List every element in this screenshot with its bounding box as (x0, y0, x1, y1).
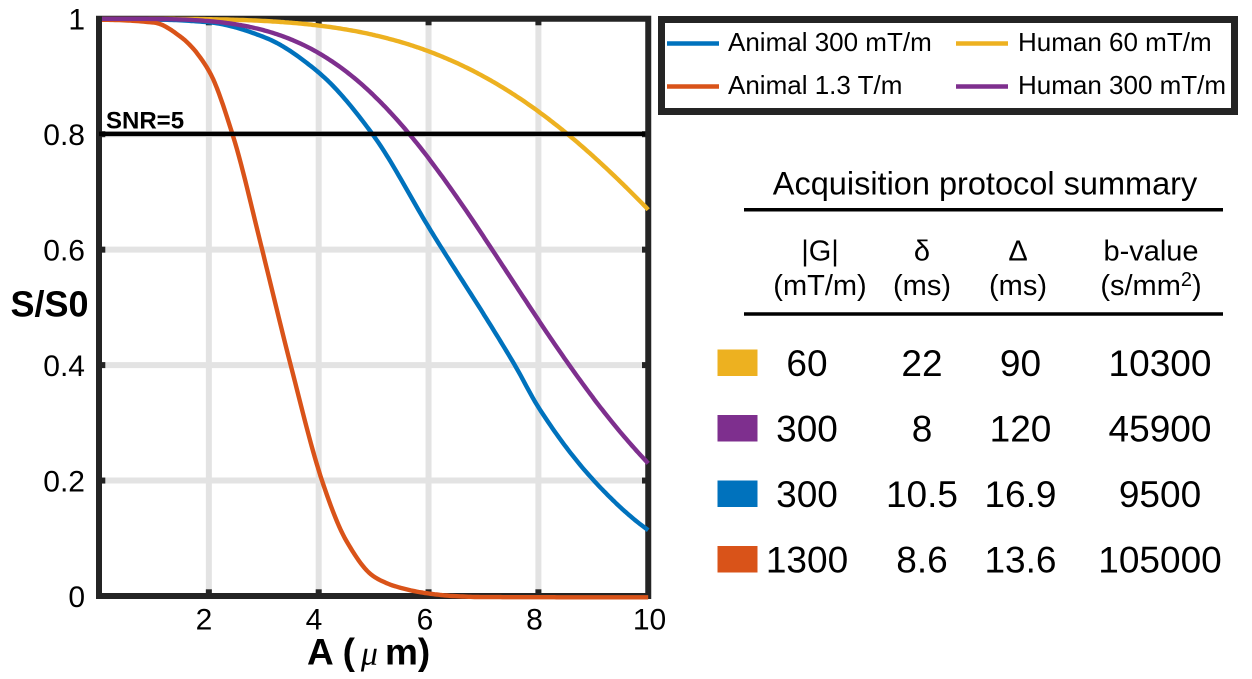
svg-text:45900: 45900 (1109, 409, 1212, 450)
svg-text:4: 4 (306, 604, 323, 637)
svg-text:(mT/m): (mT/m) (773, 270, 866, 302)
svg-text:A (μm): A (μ m) (307, 632, 430, 673)
svg-text:|G|: |G| (801, 236, 839, 268)
svg-text:1300: 1300 (766, 540, 848, 581)
svg-text:1: 1 (68, 4, 85, 37)
svg-text:Human 300 mT/m: Human 300 mT/m (1018, 70, 1226, 100)
svg-text:8: 8 (912, 409, 933, 450)
svg-text:300: 300 (776, 409, 838, 450)
svg-text:(ms): (ms) (989, 270, 1047, 302)
svg-text:0.8: 0.8 (43, 119, 85, 152)
svg-text:8.6: 8.6 (896, 540, 947, 581)
svg-text:6: 6 (417, 604, 434, 637)
svg-text:2: 2 (196, 604, 213, 637)
svg-text:0.2: 0.2 (43, 465, 85, 498)
svg-text:S/S0: S/S0 (10, 284, 88, 325)
svg-text:0: 0 (68, 581, 85, 614)
svg-text:8: 8 (526, 604, 543, 637)
svg-text:16.9: 16.9 (984, 474, 1056, 515)
svg-text:Δ: Δ (1008, 236, 1027, 268)
svg-text:(s/mm2): (s/mm2) (1100, 269, 1201, 302)
svg-text:Animal 1.3 T/m: Animal 1.3 T/m (728, 70, 902, 100)
svg-text:9500: 9500 (1119, 474, 1201, 515)
svg-text:10.5: 10.5 (886, 474, 958, 515)
svg-text:Acquisition protocol summary: Acquisition protocol summary (773, 166, 1198, 202)
svg-text:300: 300 (776, 474, 838, 515)
svg-text:δ: δ (914, 236, 930, 268)
svg-text:120: 120 (990, 409, 1052, 450)
svg-text:Animal 300 mT/m: Animal 300 mT/m (728, 27, 932, 57)
svg-text:90: 90 (1000, 343, 1041, 384)
svg-text:0.6: 0.6 (43, 234, 85, 267)
svg-text:(ms): (ms) (893, 270, 951, 302)
svg-text:10300: 10300 (1109, 343, 1212, 384)
svg-text:22: 22 (901, 343, 942, 384)
svg-text:SNR=5: SNR=5 (106, 108, 184, 135)
svg-text:10: 10 (633, 604, 666, 637)
svg-text:13.6: 13.6 (984, 540, 1056, 581)
svg-text:b-value: b-value (1103, 236, 1198, 268)
svg-text:105000: 105000 (1098, 540, 1221, 581)
svg-text:Human 60 mT/m: Human 60 mT/m (1018, 27, 1212, 57)
svg-text:0.4: 0.4 (43, 350, 85, 383)
svg-text:60: 60 (786, 343, 827, 384)
